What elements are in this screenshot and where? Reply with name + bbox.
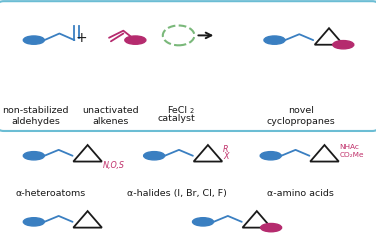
Text: +: + — [75, 31, 86, 45]
Ellipse shape — [23, 218, 44, 226]
Text: catalyst: catalyst — [158, 114, 196, 123]
Ellipse shape — [23, 36, 44, 44]
Text: FeCl: FeCl — [167, 106, 187, 115]
FancyBboxPatch shape — [0, 1, 376, 131]
Ellipse shape — [260, 152, 281, 160]
Text: N,O,S: N,O,S — [103, 161, 125, 170]
Text: novel
cyclopropanes: novel cyclopropanes — [267, 106, 335, 126]
Text: 2: 2 — [189, 108, 193, 114]
Ellipse shape — [23, 152, 44, 160]
Ellipse shape — [333, 41, 354, 49]
Ellipse shape — [144, 152, 165, 160]
Text: R: R — [223, 145, 229, 154]
Ellipse shape — [264, 36, 285, 44]
Text: α-amino acids: α-amino acids — [267, 189, 334, 198]
Text: α-halides (I, Br, Cl, F): α-halides (I, Br, Cl, F) — [127, 189, 227, 198]
Text: non-stabilized
aldehydes: non-stabilized aldehydes — [3, 106, 69, 126]
Text: unactivated
alkenes: unactivated alkenes — [83, 106, 139, 126]
Ellipse shape — [193, 218, 214, 226]
Text: CO₂Me: CO₂Me — [340, 152, 364, 157]
Ellipse shape — [261, 223, 282, 232]
Text: X: X — [223, 152, 229, 161]
Text: NHAc: NHAc — [340, 144, 359, 150]
Text: α-heteroatoms: α-heteroatoms — [16, 189, 86, 198]
Ellipse shape — [125, 36, 146, 44]
